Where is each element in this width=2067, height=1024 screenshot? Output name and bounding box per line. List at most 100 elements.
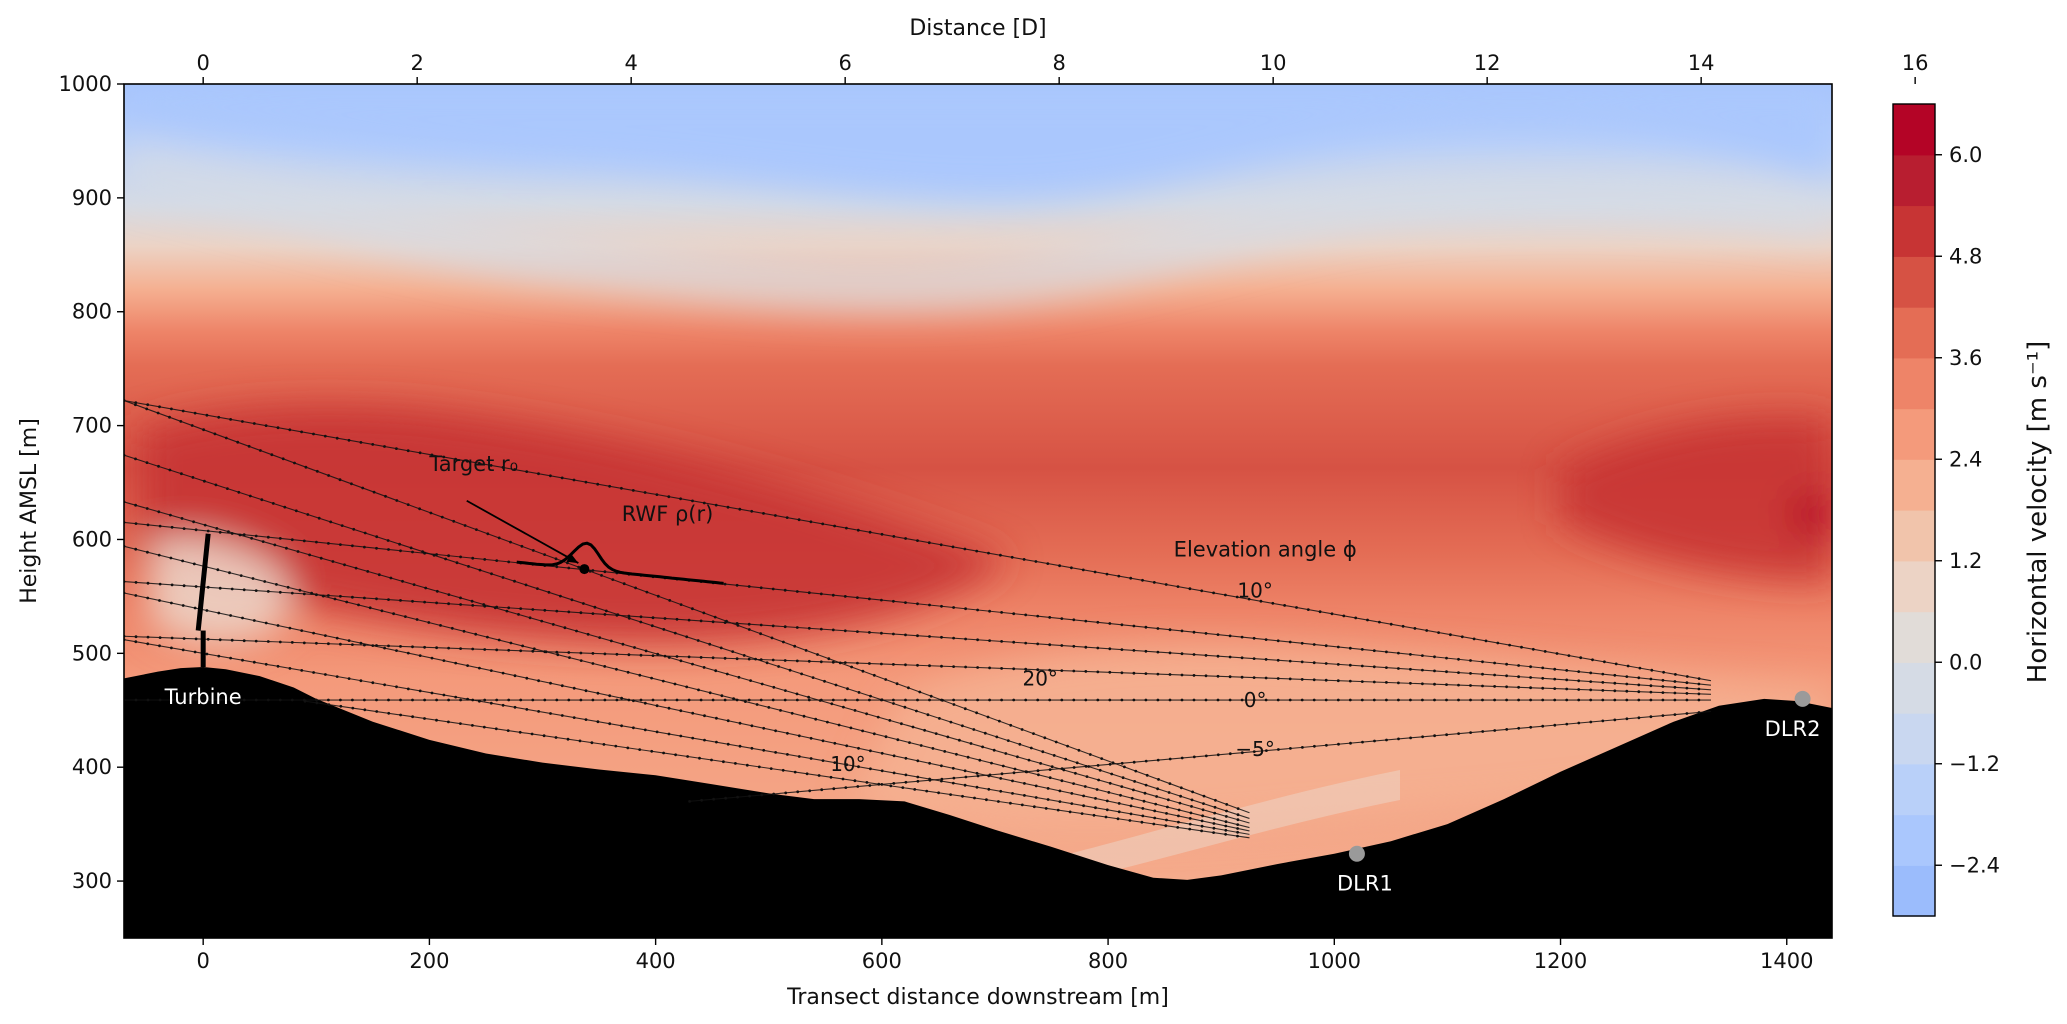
range-gate	[1058, 789, 1062, 793]
range-gate	[134, 547, 138, 551]
range-gate	[1083, 785, 1087, 788]
range-gate	[1129, 804, 1133, 808]
range-gate	[973, 796, 976, 800]
range-gate	[1012, 771, 1016, 775]
terrain	[124, 667, 1832, 938]
range-gate	[831, 593, 835, 597]
turbine-rotor	[195, 533, 211, 631]
range-gate	[1589, 720, 1593, 724]
range-gate	[639, 653, 643, 657]
range-gate	[1108, 762, 1112, 766]
range-gate	[880, 698, 884, 702]
range-gate	[826, 720, 829, 724]
range-gate	[450, 626, 454, 630]
range-gate	[961, 724, 964, 728]
range-gate	[507, 648, 511, 652]
range-gate	[759, 698, 763, 702]
range-gate	[1601, 681, 1605, 684]
range-gate	[833, 761, 837, 764]
range-gate	[1649, 690, 1653, 694]
range-gate	[1117, 574, 1121, 578]
range-gate	[796, 790, 800, 794]
range-gate	[298, 588, 302, 592]
range-gate	[315, 469, 319, 473]
range-gate	[543, 553, 546, 556]
range-gate	[1409, 653, 1412, 656]
range-gate	[308, 553, 311, 557]
range-gate	[868, 784, 872, 787]
y-tick-label: 900	[72, 186, 112, 210]
range-gate	[1176, 826, 1180, 829]
range-gate	[471, 556, 475, 560]
range-gate	[1517, 726, 1521, 730]
range-gate	[300, 629, 304, 632]
range-gate	[608, 484, 611, 488]
range-gate	[335, 636, 339, 640]
range-gate	[302, 592, 306, 596]
range-gate	[321, 594, 325, 598]
range-gate	[1108, 670, 1112, 674]
range-gate	[193, 650, 197, 654]
range-gate	[1401, 624, 1405, 628]
range-gate	[591, 662, 595, 665]
range-gate	[1240, 698, 1244, 702]
range-gate	[213, 432, 217, 436]
range-gate	[531, 649, 535, 653]
range-gate	[395, 447, 398, 450]
range-gate	[520, 544, 524, 548]
range-gate	[1541, 686, 1545, 690]
range-gate	[702, 501, 706, 505]
range-gate	[1168, 757, 1172, 761]
range-gate	[762, 726, 766, 730]
range-gate	[1154, 802, 1158, 806]
range-gate	[1200, 589, 1204, 593]
range-gate	[819, 592, 823, 596]
range-gate	[1200, 824, 1204, 828]
range-gate	[1018, 742, 1022, 746]
range-gate	[650, 624, 654, 628]
range-gate	[354, 566, 358, 570]
range-gate	[347, 639, 351, 642]
range-gate	[247, 444, 251, 448]
range-gate	[1036, 698, 1040, 702]
range-gate	[1577, 670, 1581, 673]
range-gate	[872, 732, 876, 736]
range-gate	[194, 698, 198, 702]
range-gate	[554, 736, 558, 739]
range-gate	[1397, 698, 1400, 702]
elevation-angle-label: Elevation angle ϕ	[1174, 538, 1357, 562]
range-gate	[1603, 660, 1606, 664]
range-gate	[747, 585, 751, 588]
range-gate	[1225, 809, 1228, 813]
range-gate	[679, 497, 682, 501]
range-gate	[206, 585, 210, 589]
range-gate	[609, 639, 613, 643]
range-gate	[1505, 685, 1508, 689]
range-gate	[842, 705, 845, 709]
range-gate	[750, 746, 754, 750]
range-gate	[1306, 608, 1310, 611]
range-gate	[395, 499, 399, 502]
range-gate	[264, 621, 268, 625]
range-gate	[795, 692, 799, 696]
range-gate	[1236, 830, 1239, 834]
range-gate	[551, 623, 555, 626]
range-gate	[501, 703, 505, 707]
range-gate	[555, 609, 559, 613]
range-gate	[714, 669, 718, 673]
range-gate	[537, 472, 540, 476]
range-gate	[1625, 717, 1629, 721]
range-gate	[915, 709, 918, 713]
range-gate	[1637, 676, 1641, 680]
range-gate	[608, 694, 612, 698]
range-gate	[146, 635, 150, 639]
range-gate	[1093, 570, 1097, 574]
range-gate	[821, 522, 825, 526]
lidar-dlr1-label: DLR1	[1337, 872, 1393, 896]
range-gate	[884, 678, 888, 681]
range-gate	[1301, 746, 1304, 749]
y-tick-label: 500	[72, 641, 112, 665]
range-gate	[158, 405, 161, 409]
range-gate	[555, 650, 559, 654]
range-gate	[229, 418, 233, 421]
